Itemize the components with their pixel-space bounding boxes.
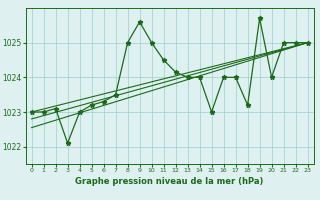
X-axis label: Graphe pression niveau de la mer (hPa): Graphe pression niveau de la mer (hPa)	[76, 177, 264, 186]
